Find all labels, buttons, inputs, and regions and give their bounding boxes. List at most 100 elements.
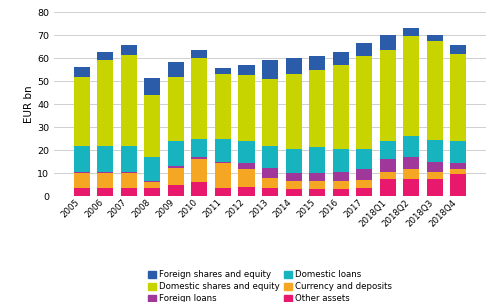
Bar [121, 173, 137, 188]
Bar [215, 69, 231, 74]
Bar [121, 146, 137, 172]
Bar [121, 188, 137, 196]
Bar [356, 180, 372, 188]
Bar [144, 181, 160, 182]
Bar [215, 163, 231, 188]
Bar [286, 74, 301, 149]
Bar [403, 28, 419, 36]
Bar [74, 173, 90, 188]
Bar [168, 168, 184, 185]
Bar [239, 163, 254, 169]
Bar [403, 36, 419, 137]
Bar [74, 172, 90, 173]
Bar [74, 67, 90, 76]
Bar [333, 149, 349, 172]
Bar [333, 172, 349, 181]
Bar [191, 182, 207, 196]
Bar [121, 172, 137, 173]
Bar [333, 65, 349, 149]
Bar [215, 139, 231, 162]
Bar [97, 146, 113, 172]
Bar [450, 53, 466, 141]
Bar [309, 181, 325, 189]
Bar [97, 52, 113, 60]
Bar [262, 60, 278, 79]
Bar [427, 172, 443, 179]
Bar [144, 157, 160, 181]
Bar [168, 62, 184, 76]
Bar [191, 58, 207, 139]
Bar [380, 141, 396, 159]
Bar [403, 137, 419, 157]
Bar [450, 141, 466, 163]
Bar [427, 162, 443, 172]
Bar [191, 50, 207, 58]
Y-axis label: EUR bn: EUR bn [24, 85, 34, 123]
Bar [97, 60, 113, 146]
Bar [286, 181, 301, 189]
Bar [286, 189, 301, 196]
Bar [427, 41, 443, 140]
Bar [309, 70, 325, 147]
Bar [239, 169, 254, 187]
Bar [333, 52, 349, 65]
Bar [262, 168, 278, 178]
Bar [168, 166, 184, 168]
Bar [191, 159, 207, 182]
Legend: Foreign shares and equity, Domestic shares and equity, Foreign loans, Domestic l: Foreign shares and equity, Domestic shar… [144, 267, 396, 302]
Bar [427, 140, 443, 162]
Bar [168, 76, 184, 141]
Bar [168, 141, 184, 166]
Bar [262, 79, 278, 146]
Bar [97, 172, 113, 173]
Bar [403, 179, 419, 196]
Bar [215, 162, 231, 163]
Bar [380, 159, 396, 172]
Bar [286, 149, 301, 173]
Bar [144, 95, 160, 157]
Bar [356, 149, 372, 169]
Bar [144, 182, 160, 188]
Bar [427, 35, 443, 41]
Bar [215, 188, 231, 196]
Bar [356, 188, 372, 196]
Bar [427, 179, 443, 196]
Bar [380, 179, 396, 196]
Bar [380, 172, 396, 179]
Bar [191, 157, 207, 159]
Bar [262, 146, 278, 168]
Bar [380, 50, 396, 141]
Bar [97, 188, 113, 196]
Bar [239, 187, 254, 196]
Bar [356, 169, 372, 180]
Bar [450, 169, 466, 175]
Bar [450, 175, 466, 196]
Bar [121, 55, 137, 146]
Bar [239, 65, 254, 76]
Bar [215, 74, 231, 139]
Bar [262, 178, 278, 188]
Bar [239, 141, 254, 163]
Bar [309, 189, 325, 196]
Bar [309, 173, 325, 181]
Bar [356, 56, 372, 149]
Bar [97, 173, 113, 188]
Bar [333, 181, 349, 189]
Bar [286, 173, 301, 181]
Bar [144, 78, 160, 95]
Bar [74, 188, 90, 196]
Bar [380, 35, 396, 50]
Bar [333, 189, 349, 196]
Bar [286, 58, 301, 74]
Bar [74, 146, 90, 172]
Bar [403, 169, 419, 179]
Bar [450, 46, 466, 53]
Bar [168, 185, 184, 196]
Bar [356, 43, 372, 56]
Bar [121, 46, 137, 55]
Bar [144, 188, 160, 196]
Bar [262, 188, 278, 196]
Bar [191, 139, 207, 157]
Bar [239, 76, 254, 141]
Bar [74, 76, 90, 146]
